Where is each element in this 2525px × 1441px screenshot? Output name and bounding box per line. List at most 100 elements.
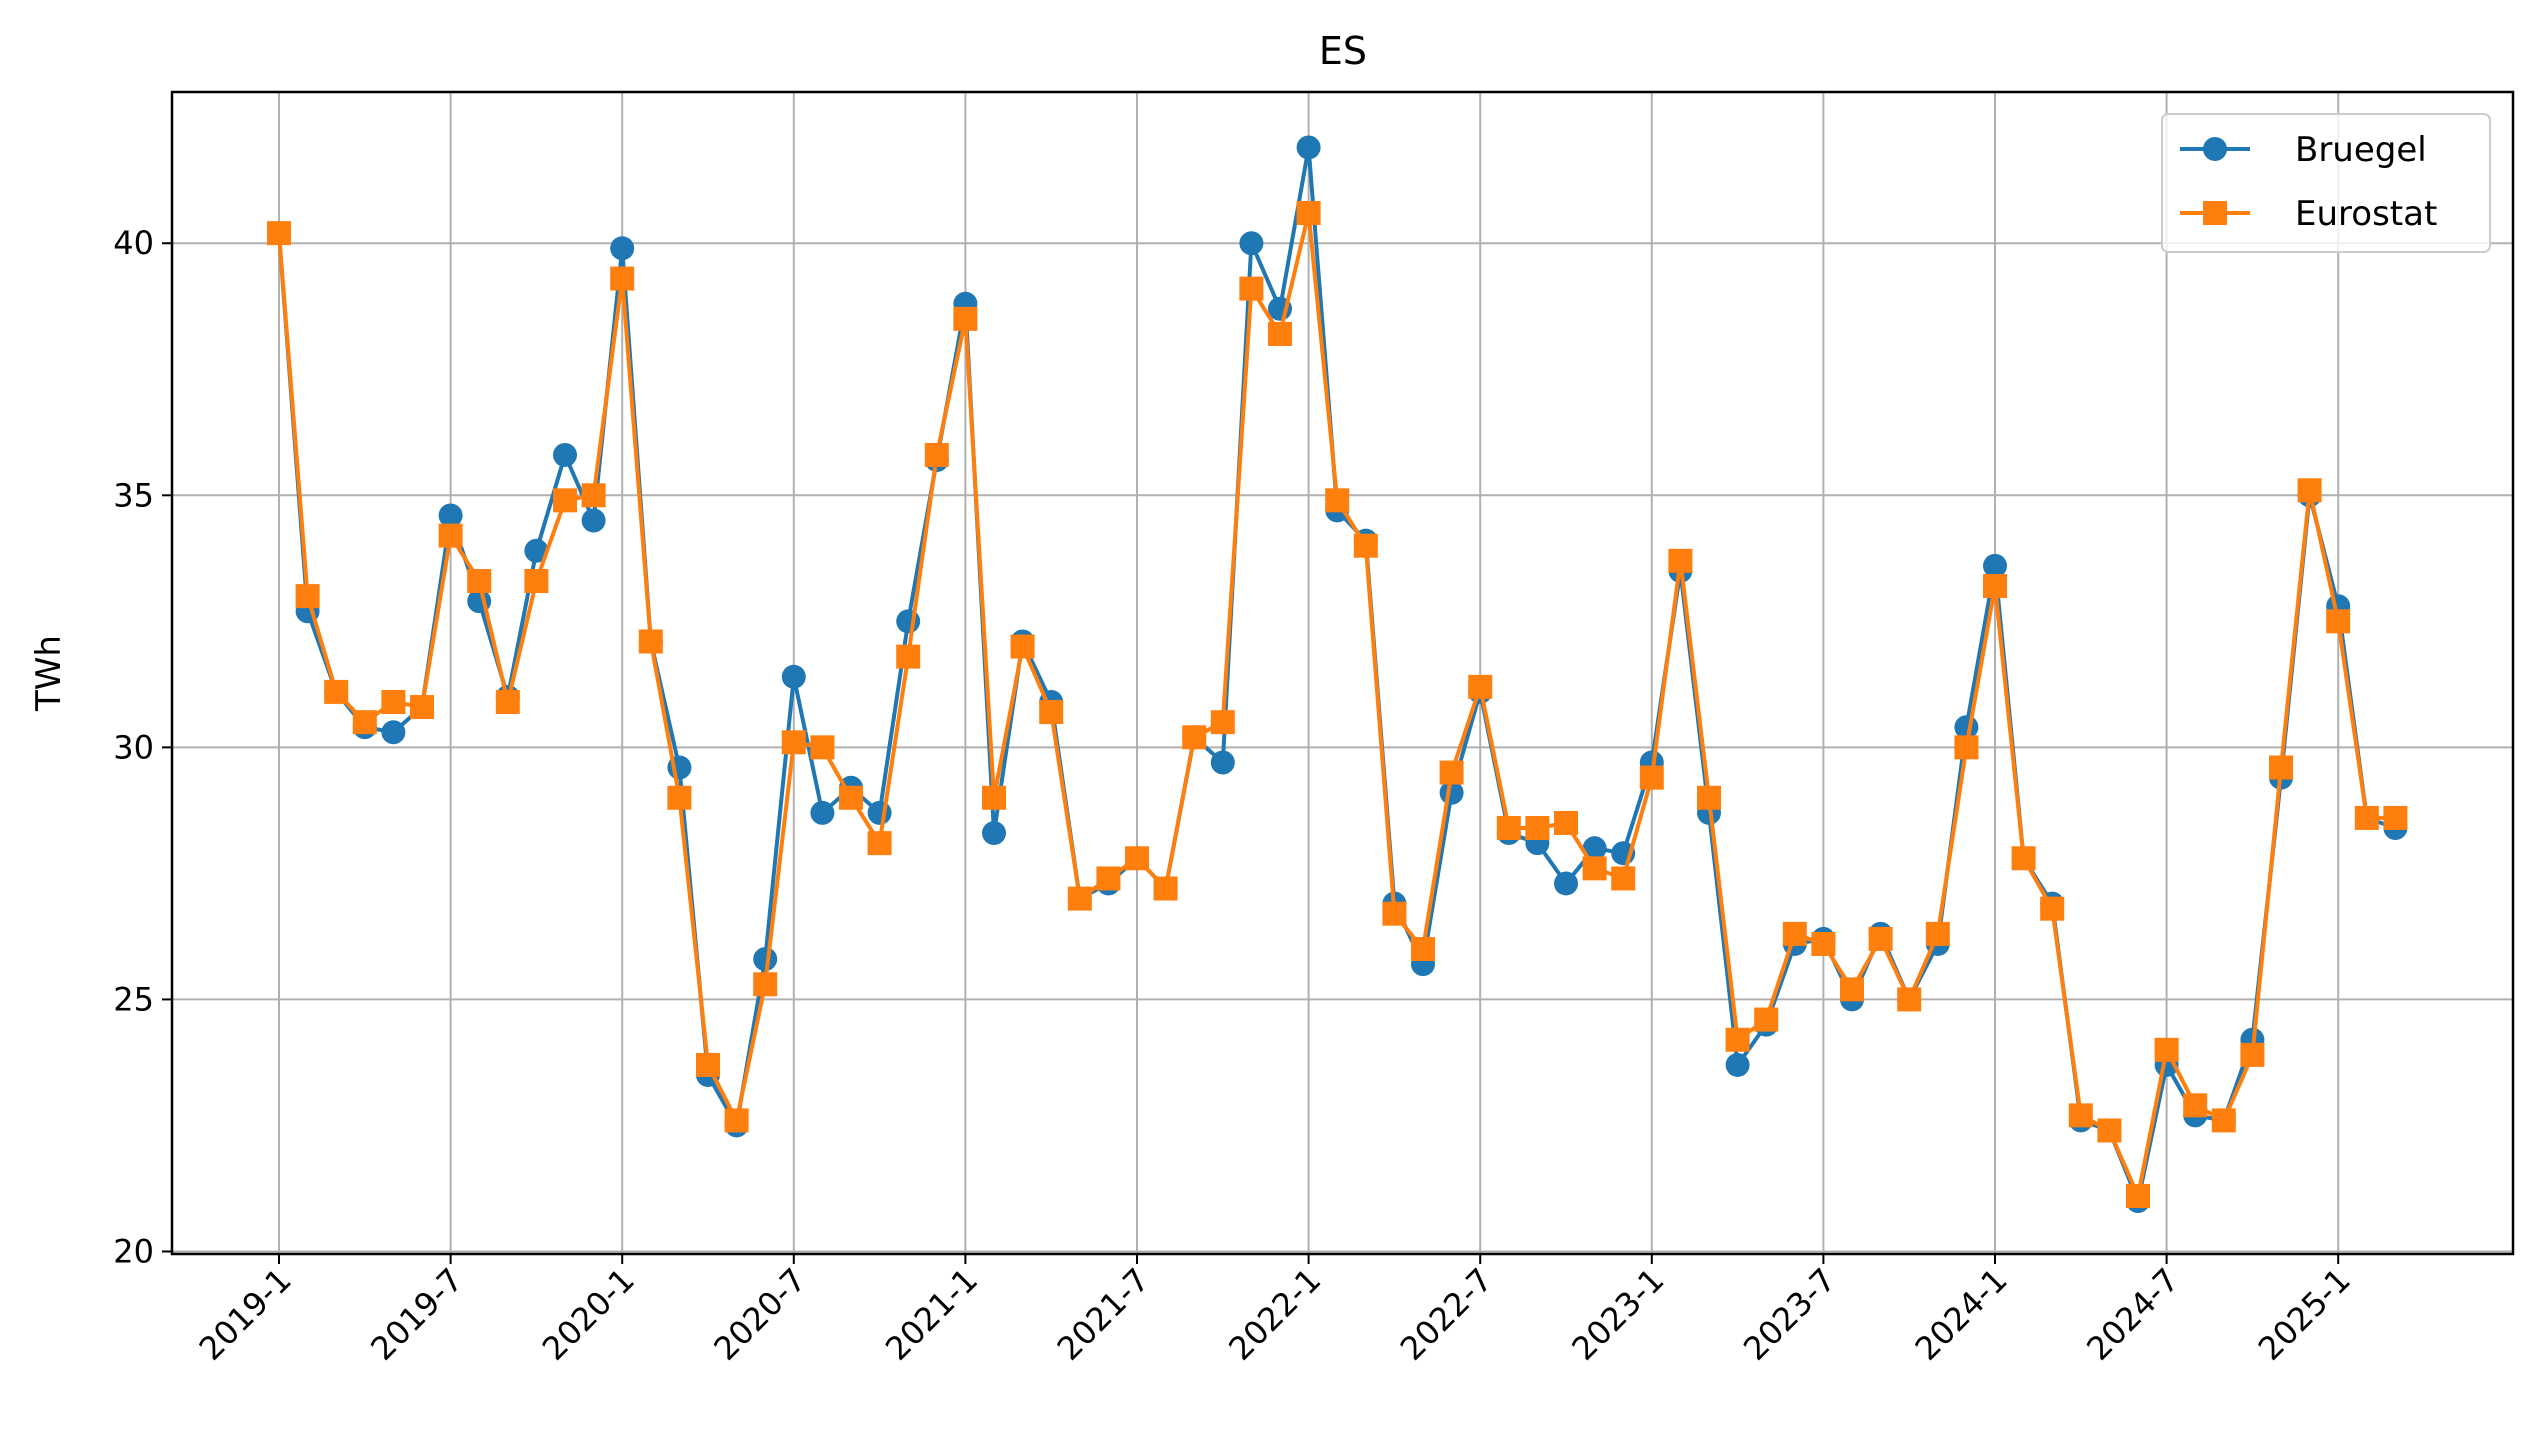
data-point <box>1954 735 1979 760</box>
data-point <box>1840 977 1864 1002</box>
data-point <box>1897 987 1922 1012</box>
data-point <box>324 679 349 704</box>
data-point <box>1983 574 2007 599</box>
data-point <box>1668 548 1693 573</box>
data-point <box>1983 553 2007 578</box>
data-point <box>2297 478 2322 503</box>
data-point <box>953 306 978 331</box>
data-point <box>1868 926 1893 951</box>
data-point <box>1411 937 1435 962</box>
data-point <box>1611 866 1636 891</box>
data-point <box>1639 765 1664 790</box>
data-point <box>1725 1027 1750 1052</box>
legend-marker <box>2203 201 2227 225</box>
data-point <box>1325 488 1350 513</box>
data-point <box>1582 836 1607 861</box>
data-point <box>982 785 1006 810</box>
data-point <box>867 800 892 825</box>
data-point <box>2154 1037 2179 1062</box>
data-point <box>553 442 577 467</box>
y-axis: 20 25 30 35 40 <box>113 224 172 1270</box>
data-point <box>267 221 291 246</box>
data-point <box>1382 901 1407 926</box>
series-layer <box>267 135 2408 1214</box>
data-point <box>2383 805 2408 830</box>
y-axis-label: TWh <box>29 635 69 712</box>
legend-marker <box>2203 137 2227 161</box>
data-point <box>896 644 921 669</box>
data-point <box>2269 755 2293 780</box>
legend-item-eurostat: Eurostat <box>2180 194 2437 234</box>
data-point <box>1096 866 1121 891</box>
data-point <box>1125 846 1149 871</box>
data-point <box>610 266 635 291</box>
data-point <box>1353 533 1378 558</box>
legend-label: Bruegel <box>2295 130 2427 170</box>
y-tick-label: 20 <box>113 1232 154 1270</box>
data-point <box>581 508 606 533</box>
data-point <box>896 609 921 634</box>
y-tick-label: 30 <box>113 728 154 766</box>
data-point <box>1239 276 1264 301</box>
data-point <box>1468 674 1493 699</box>
y-tick-label: 40 <box>113 224 154 262</box>
data-point <box>724 1108 749 1133</box>
chart-title: ES <box>1319 29 1367 73</box>
data-point <box>438 523 463 548</box>
y-tick-label: 35 <box>113 476 154 514</box>
data-point <box>638 629 663 654</box>
data-point <box>1210 750 1235 775</box>
legend: Bruegel Eurostat <box>2161 113 2491 253</box>
data-point <box>667 785 692 810</box>
data-point <box>495 689 520 714</box>
data-point <box>753 972 778 997</box>
data-point <box>1439 760 1464 785</box>
data-point <box>352 710 377 735</box>
data-point <box>524 568 549 593</box>
data-point <box>1296 200 1321 225</box>
data-point <box>1153 876 1178 901</box>
data-point <box>1296 135 1321 160</box>
data-point <box>1782 921 1807 946</box>
data-point <box>2354 805 2379 830</box>
grid <box>172 92 2513 1254</box>
data-point <box>2068 1103 2093 1128</box>
data-point <box>1239 231 1264 256</box>
data-point <box>2211 1108 2236 1133</box>
data-point <box>1754 1007 1779 1032</box>
data-point <box>1525 816 1550 841</box>
data-point <box>438 503 463 528</box>
data-point <box>1697 785 1721 810</box>
data-point <box>810 735 835 760</box>
data-point <box>1925 921 1950 946</box>
data-point <box>839 785 863 810</box>
data-point <box>781 730 806 755</box>
data-point <box>295 584 320 609</box>
data-point <box>1182 725 1207 750</box>
data-point <box>2240 1042 2265 1067</box>
series-eurostat <box>267 200 2408 1209</box>
data-point <box>1067 886 1092 911</box>
data-point <box>2326 609 2351 634</box>
data-point <box>867 831 892 856</box>
data-point <box>982 821 1006 846</box>
data-point <box>381 720 406 745</box>
data-point <box>1725 1052 1750 1077</box>
data-point <box>410 695 434 720</box>
data-point <box>581 483 606 508</box>
data-point <box>2126 1184 2150 1209</box>
data-point <box>2011 846 2036 871</box>
data-point <box>810 800 835 825</box>
legend-item-bruegel: Bruegel <box>2180 130 2427 170</box>
data-point <box>1811 931 1836 956</box>
data-point <box>553 488 577 513</box>
data-point <box>781 664 806 689</box>
legend-label: Eurostat <box>2295 194 2437 234</box>
data-point <box>2097 1118 2122 1143</box>
data-point <box>1496 816 1521 841</box>
data-point <box>753 947 778 972</box>
data-point <box>1010 634 1035 659</box>
data-point <box>1268 321 1292 346</box>
data-point <box>1582 856 1607 881</box>
